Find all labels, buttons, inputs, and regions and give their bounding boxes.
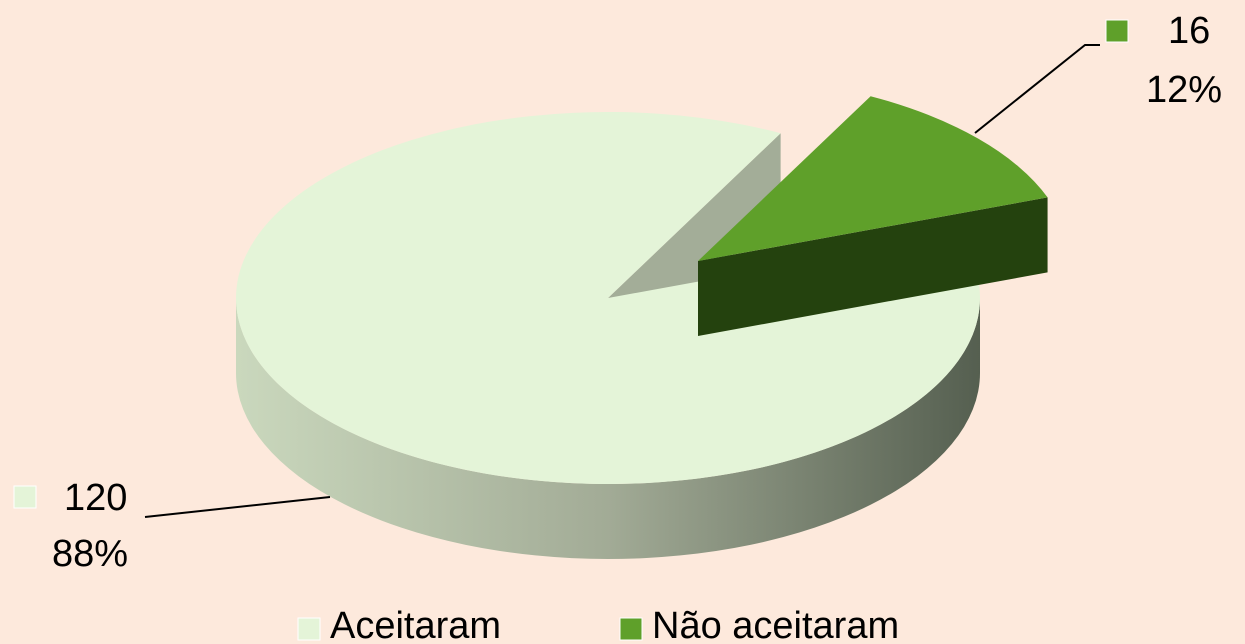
- data-label: 16: [1168, 10, 1210, 52]
- pie-slice: [236, 111, 980, 485]
- legend-swatch: [297, 617, 321, 641]
- pie-side: [236, 298, 980, 559]
- legend-swatch: [619, 617, 643, 641]
- pie-cut-face: [698, 197, 1048, 336]
- label-swatch: [1105, 19, 1129, 43]
- legend-label: Aceitaram: [330, 605, 501, 644]
- pie-slice: [698, 96, 1048, 261]
- legend-label: Não aceitaram: [652, 605, 899, 644]
- label-swatch: [13, 485, 37, 509]
- leader-line: [144, 496, 331, 518]
- percent-label: 88%: [52, 533, 128, 575]
- data-label: 120: [64, 477, 127, 519]
- leader-line: [974, 44, 1100, 134]
- percent-label: 12%: [1146, 69, 1222, 111]
